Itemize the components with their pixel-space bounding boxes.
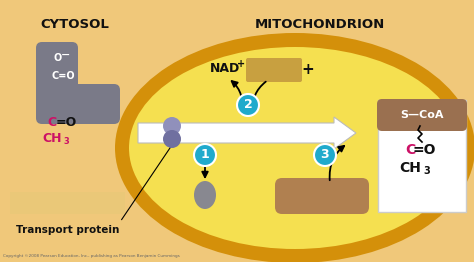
Text: C: C — [47, 116, 56, 128]
FancyBboxPatch shape — [377, 99, 467, 131]
Text: 1: 1 — [201, 149, 210, 161]
Circle shape — [163, 130, 181, 148]
Circle shape — [314, 144, 336, 166]
Text: +: + — [301, 63, 314, 78]
Text: 3: 3 — [424, 166, 430, 176]
Text: CH: CH — [42, 132, 62, 145]
Text: 2: 2 — [244, 99, 252, 112]
FancyBboxPatch shape — [275, 178, 369, 214]
Text: =O: =O — [55, 116, 77, 128]
Ellipse shape — [129, 47, 461, 249]
Text: NAD: NAD — [210, 62, 240, 74]
Text: 3: 3 — [63, 137, 69, 145]
Text: C: C — [405, 143, 415, 157]
Text: −: − — [61, 50, 71, 60]
Text: +: + — [237, 59, 245, 69]
Text: Transport protein: Transport protein — [16, 225, 120, 235]
Text: C=O: C=O — [51, 71, 75, 81]
FancyBboxPatch shape — [36, 84, 120, 124]
Bar — [10, 192, 125, 214]
Circle shape — [163, 117, 181, 135]
Text: MITOCHONDRION: MITOCHONDRION — [255, 18, 385, 31]
Ellipse shape — [115, 33, 474, 262]
Text: S—CoA: S—CoA — [400, 110, 444, 120]
FancyArrow shape — [138, 117, 356, 149]
Circle shape — [237, 94, 259, 116]
FancyBboxPatch shape — [246, 58, 302, 82]
Text: Copyright ©2008 Pearson Education, Inc., publishing as Pearson Benjamin Cummings: Copyright ©2008 Pearson Education, Inc.,… — [3, 254, 180, 258]
Circle shape — [194, 144, 216, 166]
Text: 3: 3 — [321, 149, 329, 161]
FancyBboxPatch shape — [36, 42, 78, 112]
Text: CYTOSOL: CYTOSOL — [41, 18, 109, 31]
Text: O: O — [54, 53, 62, 63]
Ellipse shape — [194, 181, 216, 209]
FancyBboxPatch shape — [378, 100, 466, 212]
Text: =O: =O — [412, 143, 436, 157]
Text: CH: CH — [399, 161, 421, 175]
